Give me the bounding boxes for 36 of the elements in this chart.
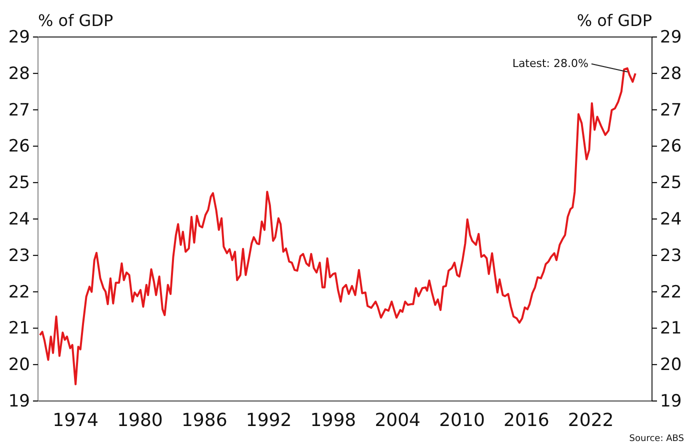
y-tick-label: 28 [8,64,30,84]
x-tick-label: 2004 [374,410,421,431]
y-tick-label: 21 [8,318,30,339]
y-tick-label: 20 [8,355,30,376]
line-series [38,67,636,386]
y-axis-title: % of GDP [38,11,114,30]
x-tick-label: 1992 [246,410,292,431]
y-tick-label: 24 [8,209,30,230]
x-tick-label: 2010 [439,410,485,431]
y2-tick-label: 27 [660,100,682,120]
x-tick-label: 1998 [310,410,356,431]
y2-tick-label: 19 [660,391,682,412]
y2-tick-label: 26 [660,136,682,157]
y-tick-label: 29 [8,27,30,48]
y2-tick-label: 23 [660,246,682,266]
y2-tick-label: 21 [660,318,682,339]
y2-tick-label: 22 [660,282,682,302]
x-tick-label: 2016 [504,410,550,431]
y-tick-label: 19 [8,391,30,412]
y2-tick-label: 29 [660,27,682,48]
x-tick-label: 1980 [117,410,163,431]
y-tick-label: 23 [8,246,30,266]
y2-tick-label: 20 [660,355,682,376]
x-tick-label: 1986 [181,410,228,431]
x-tick-label: 2022 [568,410,614,431]
y2-tick-label: 28 [660,64,682,84]
y2-tick-label: 25 [660,173,682,194]
annotation: Latest: 28.0% [512,56,588,70]
y-tick-label: 26 [8,136,30,157]
y-tick-label: 25 [8,173,30,194]
source-note: Source: ABS [629,434,684,444]
x-tick-label: 1974 [52,410,98,431]
y2-tick-label: 24 [660,209,682,230]
y-tick-label: 22 [8,282,30,302]
y2-axis-title: % of GDP [576,11,652,30]
y-tick-label: 27 [8,100,30,120]
